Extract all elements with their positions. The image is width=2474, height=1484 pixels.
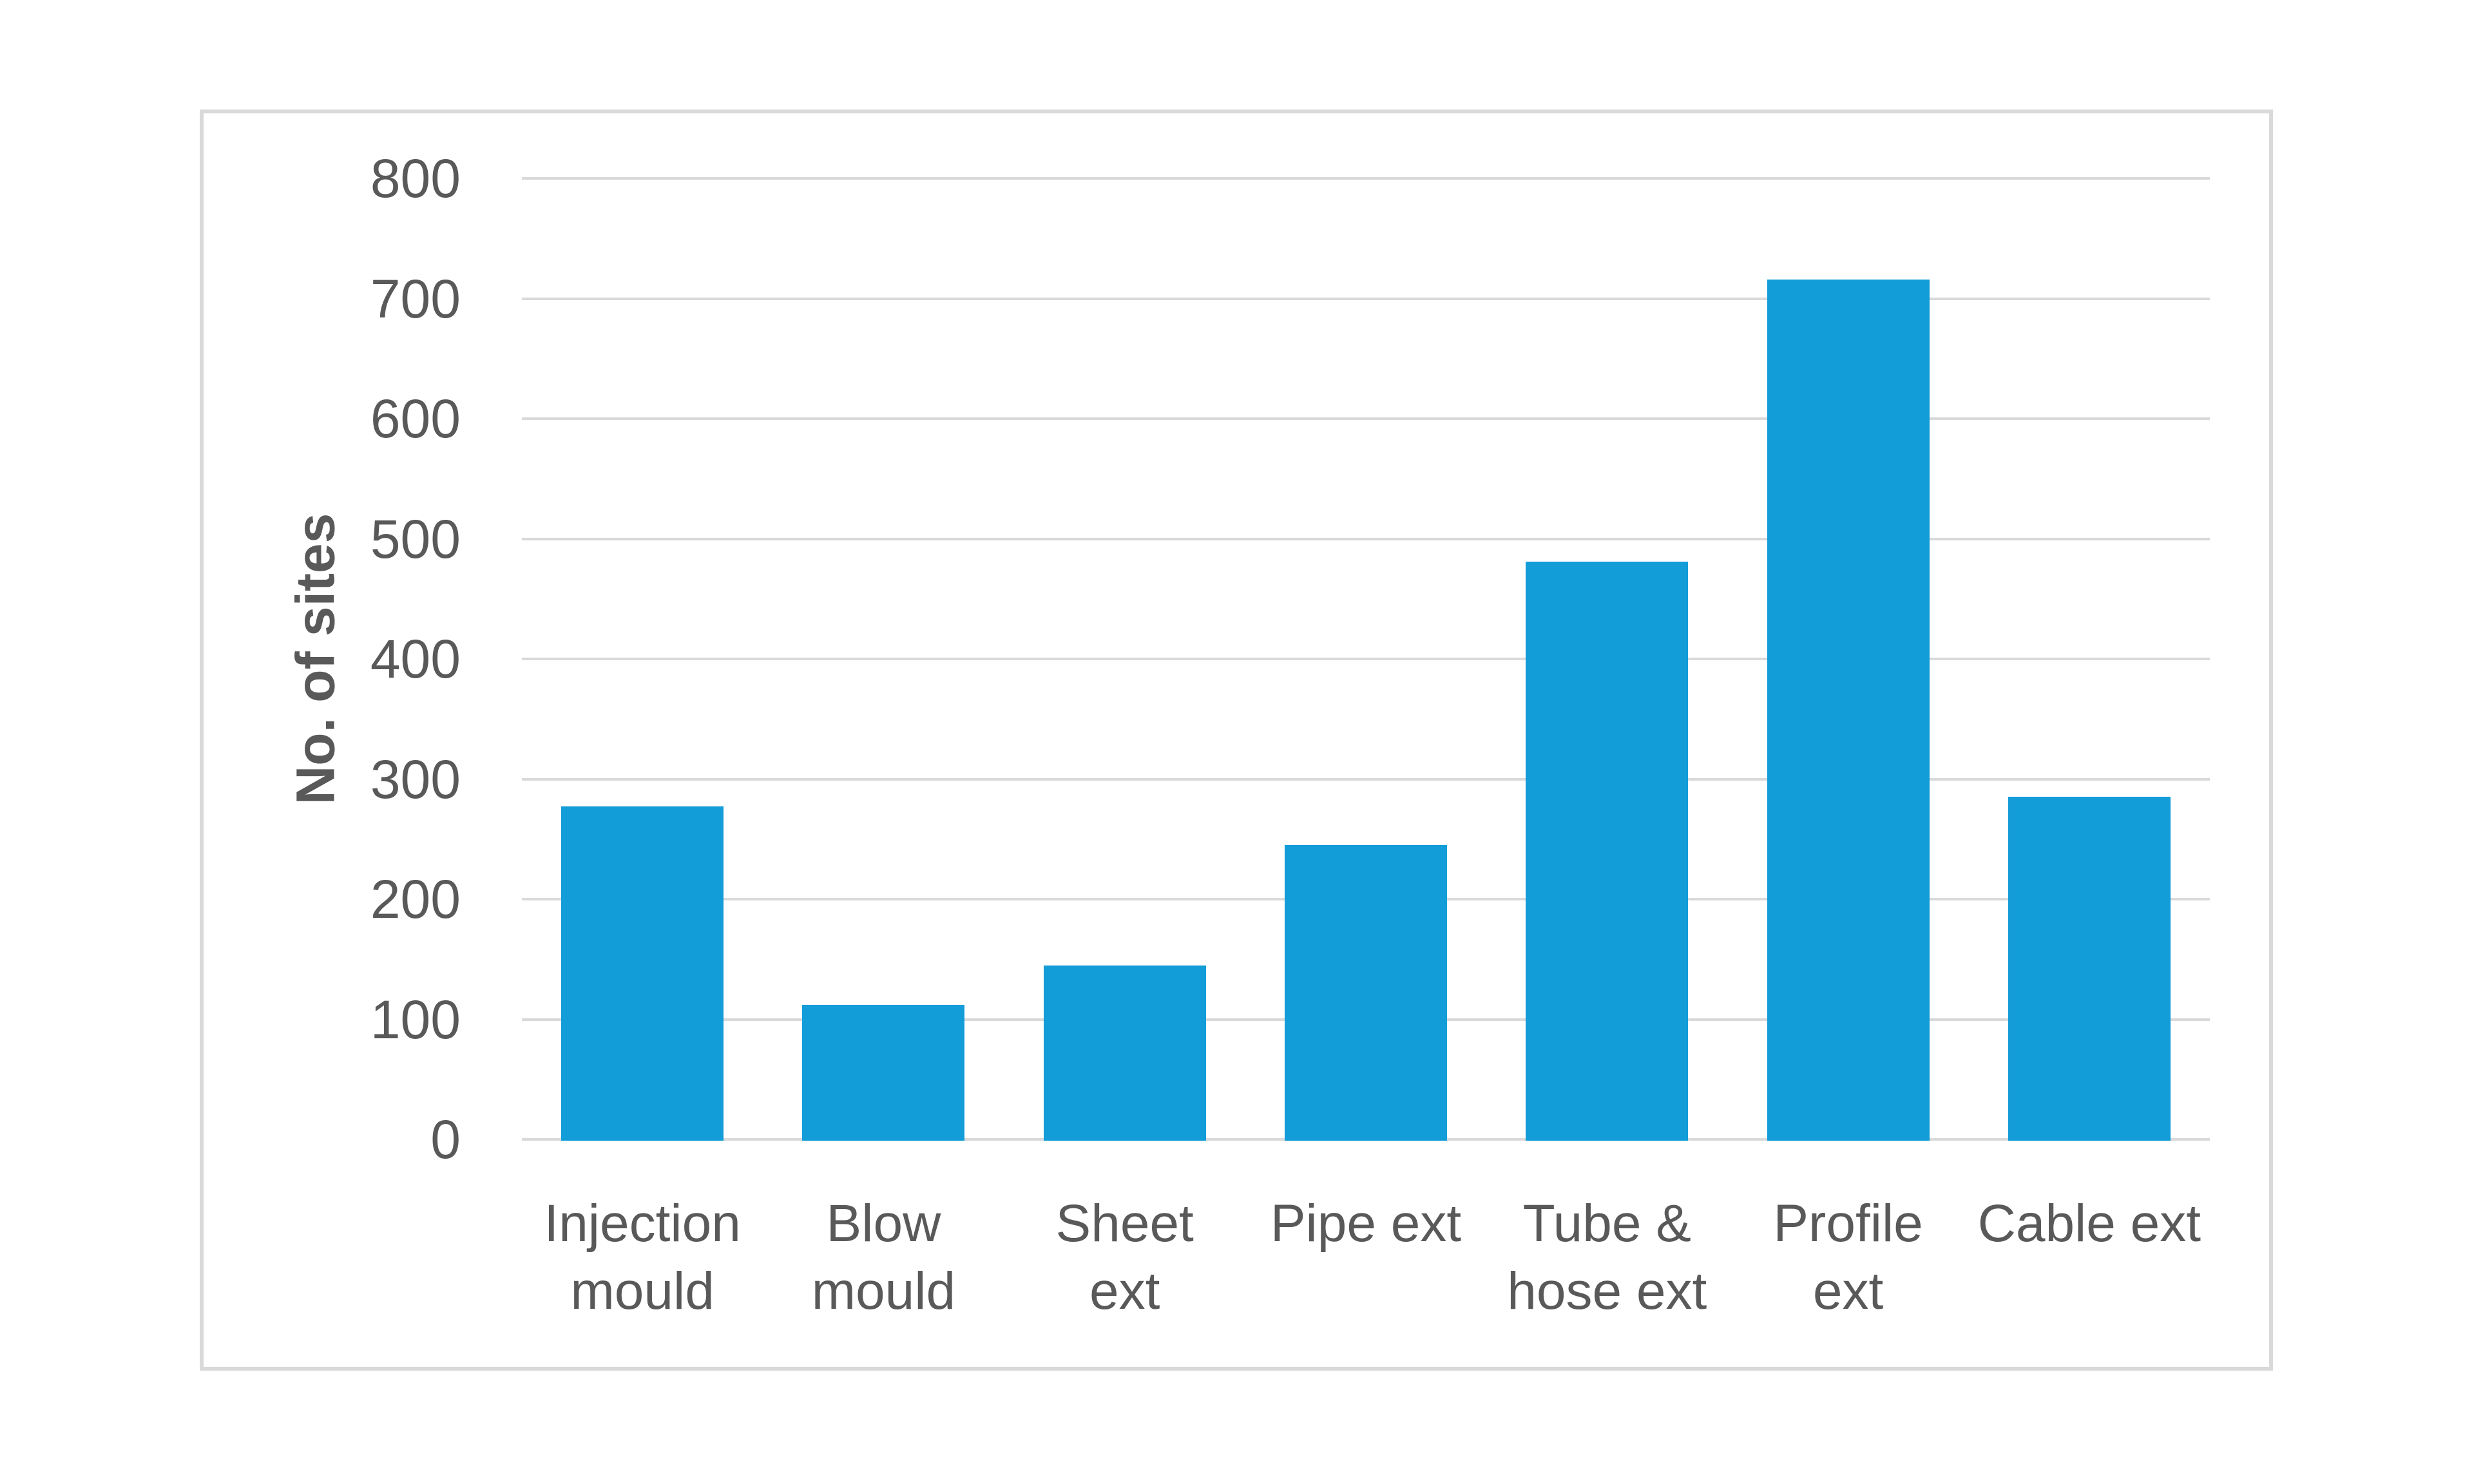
x-category-label: Cable ext xyxy=(1977,1194,2201,1253)
x-category-label: Blow mould xyxy=(811,1194,956,1320)
chart-bar-6 xyxy=(1767,279,1930,1141)
y-tick-label: 800 xyxy=(370,148,461,209)
y-tick-label: 100 xyxy=(370,989,461,1050)
chart-bar-3 xyxy=(1043,965,1206,1141)
chart-bar-5 xyxy=(1526,561,1689,1141)
y-tick-label: 700 xyxy=(370,268,461,329)
chart-bar-7 xyxy=(2008,797,2171,1141)
chart-bar-2 xyxy=(802,1005,965,1141)
x-category-label: Injection mould xyxy=(544,1194,741,1320)
gridline-y-700 xyxy=(522,297,2210,300)
y-axis-title: No. of sites xyxy=(285,513,346,805)
chart-bar-1 xyxy=(561,806,724,1141)
x-category-label: Tube & hose ext xyxy=(1507,1194,1707,1320)
x-category-label: Profile ext xyxy=(1773,1194,1923,1320)
y-tick-label: 200 xyxy=(370,869,461,929)
y-tick-label: 500 xyxy=(370,508,461,569)
x-category-label: Pipe ext xyxy=(1270,1194,1462,1253)
y-tick-label: 300 xyxy=(370,748,461,810)
gridline-y-300 xyxy=(522,777,2210,781)
gridline-y-800 xyxy=(522,177,2210,180)
gridline-y-600 xyxy=(522,417,2210,420)
gridline-y-400 xyxy=(522,658,2210,660)
y-tick-label: 400 xyxy=(370,629,461,689)
y-tick-label: 0 xyxy=(430,1109,461,1170)
gridline-y-500 xyxy=(522,537,2210,540)
x-category-label: Sheet ext xyxy=(1055,1194,1194,1320)
chart-bar-4 xyxy=(1285,845,1447,1141)
y-tick-label: 600 xyxy=(370,388,461,449)
